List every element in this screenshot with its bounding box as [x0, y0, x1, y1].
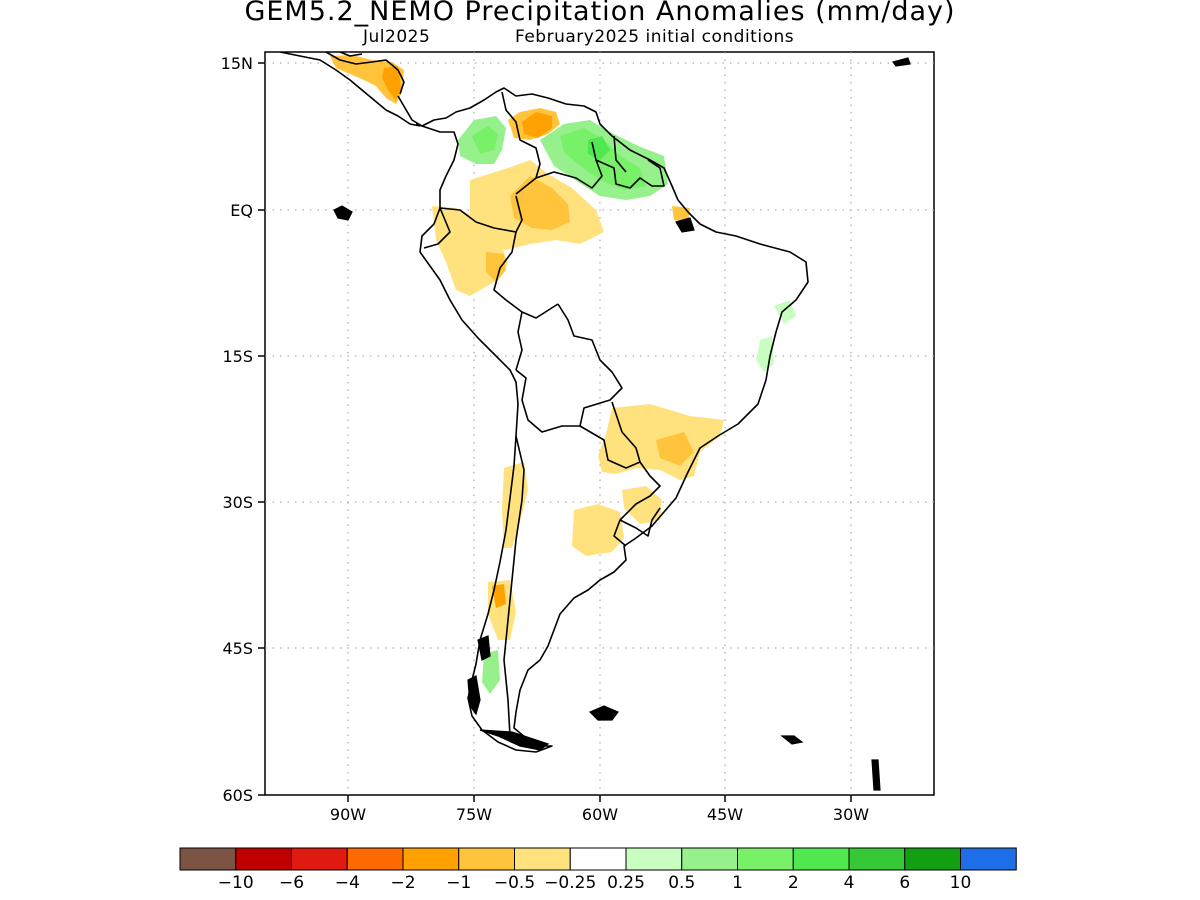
colorbar-swatch [291, 847, 348, 871]
colorbar-label: 0.5 [668, 873, 695, 893]
colorbar-label: −2 [390, 873, 415, 893]
colorbar-label: −0.25 [544, 873, 596, 893]
anomaly-patagonia-core [492, 584, 506, 608]
lon-label-45w: 45W [707, 805, 743, 824]
colorbar-swatch [625, 847, 683, 871]
coastline-south-america [397, 87, 809, 753]
border-paraguay [579, 401, 641, 469]
lat-label-eq: EQ [230, 201, 253, 220]
colorbar-label: 0.25 [607, 873, 645, 893]
galapagos-islands [333, 205, 353, 221]
lat-label-30s: 30S [222, 493, 253, 512]
colorbar-label: 6 [899, 873, 910, 893]
south-georgia [780, 735, 804, 745]
tierra-del-fuego [479, 729, 550, 751]
lon-labels: 90W 75W 60W 45W 30W [330, 805, 869, 824]
lon-label-75w: 75W [456, 805, 492, 824]
colorbar-swatch [179, 847, 237, 871]
border-guianas [595, 159, 665, 189]
initial-conditions: February2025 initial conditions [515, 27, 795, 47]
border-colombia-peru [439, 195, 523, 233]
colorbar-swatch [458, 847, 515, 871]
lon-tick-marks [347, 795, 852, 802]
border-peru-bolivia [515, 311, 523, 371]
border-argentina-chile [503, 435, 525, 737]
colorbar-swatch [737, 847, 794, 871]
lat-label-60s: 60S [222, 786, 253, 805]
dry-anomaly-areas [330, 55, 724, 640]
coastlines-borders [279, 52, 809, 753]
lat-label-15s: 15S [222, 347, 253, 366]
anomaly-pampas [572, 504, 624, 556]
colorbar-swatch [514, 847, 571, 871]
lon-label-60w: 60W [582, 805, 618, 824]
caribbean-islands [891, 57, 911, 67]
border-argentina-brazil [613, 461, 661, 547]
colorbar-swatch [960, 847, 1017, 871]
anomaly-colombia-north-core [472, 126, 498, 154]
anomaly-amazon-core [510, 176, 570, 230]
border-ecuador [423, 207, 451, 249]
border-bolivia-brazil [557, 303, 623, 427]
colorbar-swatch [346, 847, 404, 871]
border-guyana-suriname [613, 135, 627, 173]
anomaly-central-america [330, 55, 404, 104]
anomaly-brazil-east [774, 300, 796, 324]
colorbar-labels: −10 −6 −4 −2 −1 −0.5 −0.25 0.25 0.5 1 2 4 6 10 [218, 873, 972, 893]
colorbar-swatch [569, 847, 627, 871]
colorbar-label: −6 [279, 873, 304, 893]
colorbar-swatch [904, 847, 961, 871]
border-peru-brazil [493, 231, 559, 319]
colorbar-label: 4 [844, 873, 855, 893]
anomaly-guiana-inner [588, 136, 610, 160]
lon-label-30w: 30W [833, 805, 869, 824]
lat-label-15n: 15N [221, 54, 253, 73]
colorbar-label: −10 [218, 873, 254, 893]
anomaly-central-america-core [382, 66, 401, 100]
chile-archipelago [467, 675, 481, 716]
lat-tick-marks [258, 62, 265, 796]
anomaly-peru-core [486, 252, 506, 282]
colorbar-swatch [792, 847, 850, 871]
islands [333, 57, 911, 791]
colorbar-swatch [402, 847, 460, 871]
lat-labels: 15N EQ 15S 30S 45S 60S [221, 54, 253, 805]
colorbar-label: 10 [950, 873, 972, 893]
colorbar-label: −0.5 [494, 873, 535, 893]
colorbar-label: −1 [446, 873, 471, 893]
falkland-islands [588, 705, 619, 721]
border-colombia-venezuela [501, 91, 541, 195]
border-bolivia-chile [515, 369, 580, 433]
lon-label-90w: 90W [330, 805, 366, 824]
anomaly-guiana-core [560, 128, 646, 190]
coastline-caribbean [325, 52, 405, 95]
map-title: GEM5.2_NEMO Precipitation Anomalies (mm/… [244, 0, 956, 27]
border-uruguay [619, 507, 661, 537]
lat-label-45s: 45S [222, 639, 253, 658]
south-atlantic-islands [871, 759, 881, 791]
wet-anomaly-areas [458, 116, 796, 694]
anomaly-venezuela-core [522, 112, 552, 138]
anomaly-andes-central [502, 462, 528, 548]
anomaly-uruguay [622, 486, 662, 524]
colorbar-swatch [848, 847, 906, 871]
colorbar-label: 1 [732, 873, 743, 893]
colorbar-label: 2 [788, 873, 799, 893]
marajo-island [675, 217, 695, 233]
colorbar-label: −4 [335, 873, 360, 893]
anomaly-chile-south [482, 650, 500, 694]
coastline-yucatan [339, 52, 363, 57]
colorbar [179, 847, 1017, 871]
anomaly-brazil-south-core [656, 432, 694, 466]
valid-month: Jul2025 [363, 27, 431, 47]
colorbar-swatch [235, 847, 292, 871]
colorbar-swatch [681, 847, 738, 871]
chiloe-island [477, 635, 491, 661]
coastline-central-america [279, 52, 421, 127]
